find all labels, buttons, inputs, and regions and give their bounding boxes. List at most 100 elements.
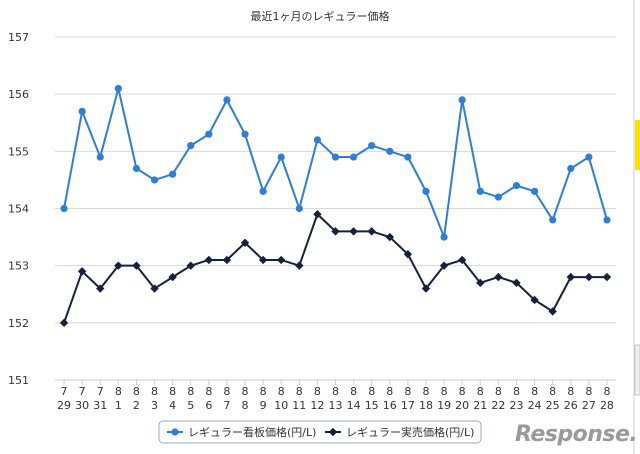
data-point[interactable] <box>222 255 232 265</box>
right-edge-strip <box>628 0 640 454</box>
data-point[interactable] <box>132 164 141 173</box>
data-point[interactable] <box>585 153 593 161</box>
x-tick-label-day: 24 <box>528 399 542 412</box>
x-tick-label-month: 8 <box>386 385 393 398</box>
x-tick-label-month: 8 <box>585 385 592 398</box>
x-tick-label-day: 9 <box>260 399 267 412</box>
data-point[interactable] <box>240 238 250 247</box>
data-point[interactable] <box>566 272 575 282</box>
data-point[interactable] <box>168 272 177 282</box>
data-point[interactable] <box>494 272 503 282</box>
data-point[interactable] <box>422 187 430 195</box>
series-1 <box>60 84 611 242</box>
x-tick-label-month: 7 <box>61 385 68 398</box>
data-point[interactable] <box>205 130 213 138</box>
legend-item[interactable]: レギュラー看板価格(円/L) <box>167 425 316 439</box>
data-point[interactable] <box>186 261 195 270</box>
data-point[interactable] <box>204 255 214 265</box>
data-point[interactable] <box>421 284 431 293</box>
data-point[interactable] <box>530 295 539 305</box>
data-point[interactable] <box>169 170 177 178</box>
x-tick-label-month: 8 <box>260 385 267 398</box>
data-point[interactable] <box>602 272 612 282</box>
data-point[interactable] <box>331 227 340 236</box>
data-point[interactable] <box>440 233 448 241</box>
data-point[interactable] <box>512 278 521 288</box>
data-point[interactable] <box>277 255 286 265</box>
chart-title: 最近1ヶ月のレギュラー価格 <box>251 9 390 23</box>
legend-item[interactable]: レギュラー実売価格(円/L) <box>325 425 474 439</box>
x-tick-label-month: 7 <box>97 385 104 398</box>
data-point[interactable] <box>349 227 358 236</box>
data-point[interactable] <box>584 272 594 282</box>
x-tick-label-day: 8 <box>242 399 249 412</box>
data-point[interactable] <box>349 153 358 161</box>
data-point[interactable] <box>241 130 249 138</box>
legend-label: レギュラー看板価格(円/L) <box>188 425 316 439</box>
data-point[interactable] <box>132 261 141 270</box>
x-tick-label-month: 8 <box>296 385 303 398</box>
x-tick-label-month: 8 <box>441 385 448 398</box>
data-point[interactable] <box>439 261 449 270</box>
data-point[interactable] <box>368 142 376 150</box>
data-point[interactable] <box>259 187 267 195</box>
data-point[interactable] <box>386 147 394 155</box>
x-tick-label-day: 17 <box>401 399 415 412</box>
data-point[interactable] <box>150 176 159 184</box>
data-point[interactable] <box>77 267 87 276</box>
data-point[interactable] <box>60 204 68 213</box>
x-tick-label-day: 27 <box>582 399 596 412</box>
data-point[interactable] <box>295 204 303 213</box>
x-tick-label-day: 21 <box>473 399 487 412</box>
data-point[interactable] <box>313 136 322 144</box>
x-tick-label-day: 23 <box>509 399 523 412</box>
series-layer <box>59 84 612 328</box>
data-point[interactable] <box>277 153 285 161</box>
x-tick-label-month: 8 <box>350 385 357 398</box>
x-tick-label-month: 8 <box>278 385 285 398</box>
data-point[interactable] <box>403 250 413 259</box>
data-point[interactable] <box>96 284 105 293</box>
data-point[interactable] <box>476 187 484 195</box>
data-point[interactable] <box>549 216 557 224</box>
data-point[interactable] <box>548 307 557 316</box>
y-tick-label: 152 <box>8 317 29 330</box>
data-point[interactable] <box>567 164 575 173</box>
data-point[interactable] <box>59 318 69 328</box>
x-tick-label-month: 8 <box>404 385 411 398</box>
data-point[interactable] <box>476 278 485 288</box>
y-axis-ticks: 151 152 153 154 155 156 157 <box>8 31 29 387</box>
data-point[interactable] <box>331 153 340 161</box>
data-point[interactable] <box>603 216 611 224</box>
data-point[interactable] <box>114 84 122 93</box>
data-point[interactable] <box>223 96 231 104</box>
data-point[interactable] <box>313 210 322 219</box>
x-tick-label-day: 20 <box>455 399 469 412</box>
data-point[interactable] <box>258 255 268 265</box>
x-tick-label-day: 16 <box>383 399 397 412</box>
y-tick-label: 154 <box>8 203 29 216</box>
x-tick-label-day: 31 <box>93 399 107 412</box>
x-tick-label-day: 29 <box>57 399 71 412</box>
data-point[interactable] <box>78 107 86 115</box>
data-point[interactable] <box>150 284 159 293</box>
x-tick-label-day: 19 <box>437 399 451 412</box>
y-tick-label: 155 <box>8 145 29 158</box>
data-point[interactable] <box>512 182 521 190</box>
watermark-logo: Response. <box>515 422 638 447</box>
data-point[interactable] <box>494 193 502 201</box>
data-point[interactable] <box>385 232 394 242</box>
legend-box <box>158 420 482 444</box>
data-point[interactable] <box>295 261 304 270</box>
data-point[interactable] <box>187 142 195 150</box>
x-tick-label-day: 13 <box>329 399 343 412</box>
x-tick-label-month: 8 <box>549 385 556 398</box>
data-point[interactable] <box>404 153 412 161</box>
data-point[interactable] <box>457 255 467 265</box>
data-point[interactable] <box>530 187 539 195</box>
data-point[interactable] <box>114 261 123 270</box>
data-point[interactable] <box>367 227 376 236</box>
data-point[interactable] <box>458 96 466 104</box>
data-point[interactable] <box>96 153 104 161</box>
